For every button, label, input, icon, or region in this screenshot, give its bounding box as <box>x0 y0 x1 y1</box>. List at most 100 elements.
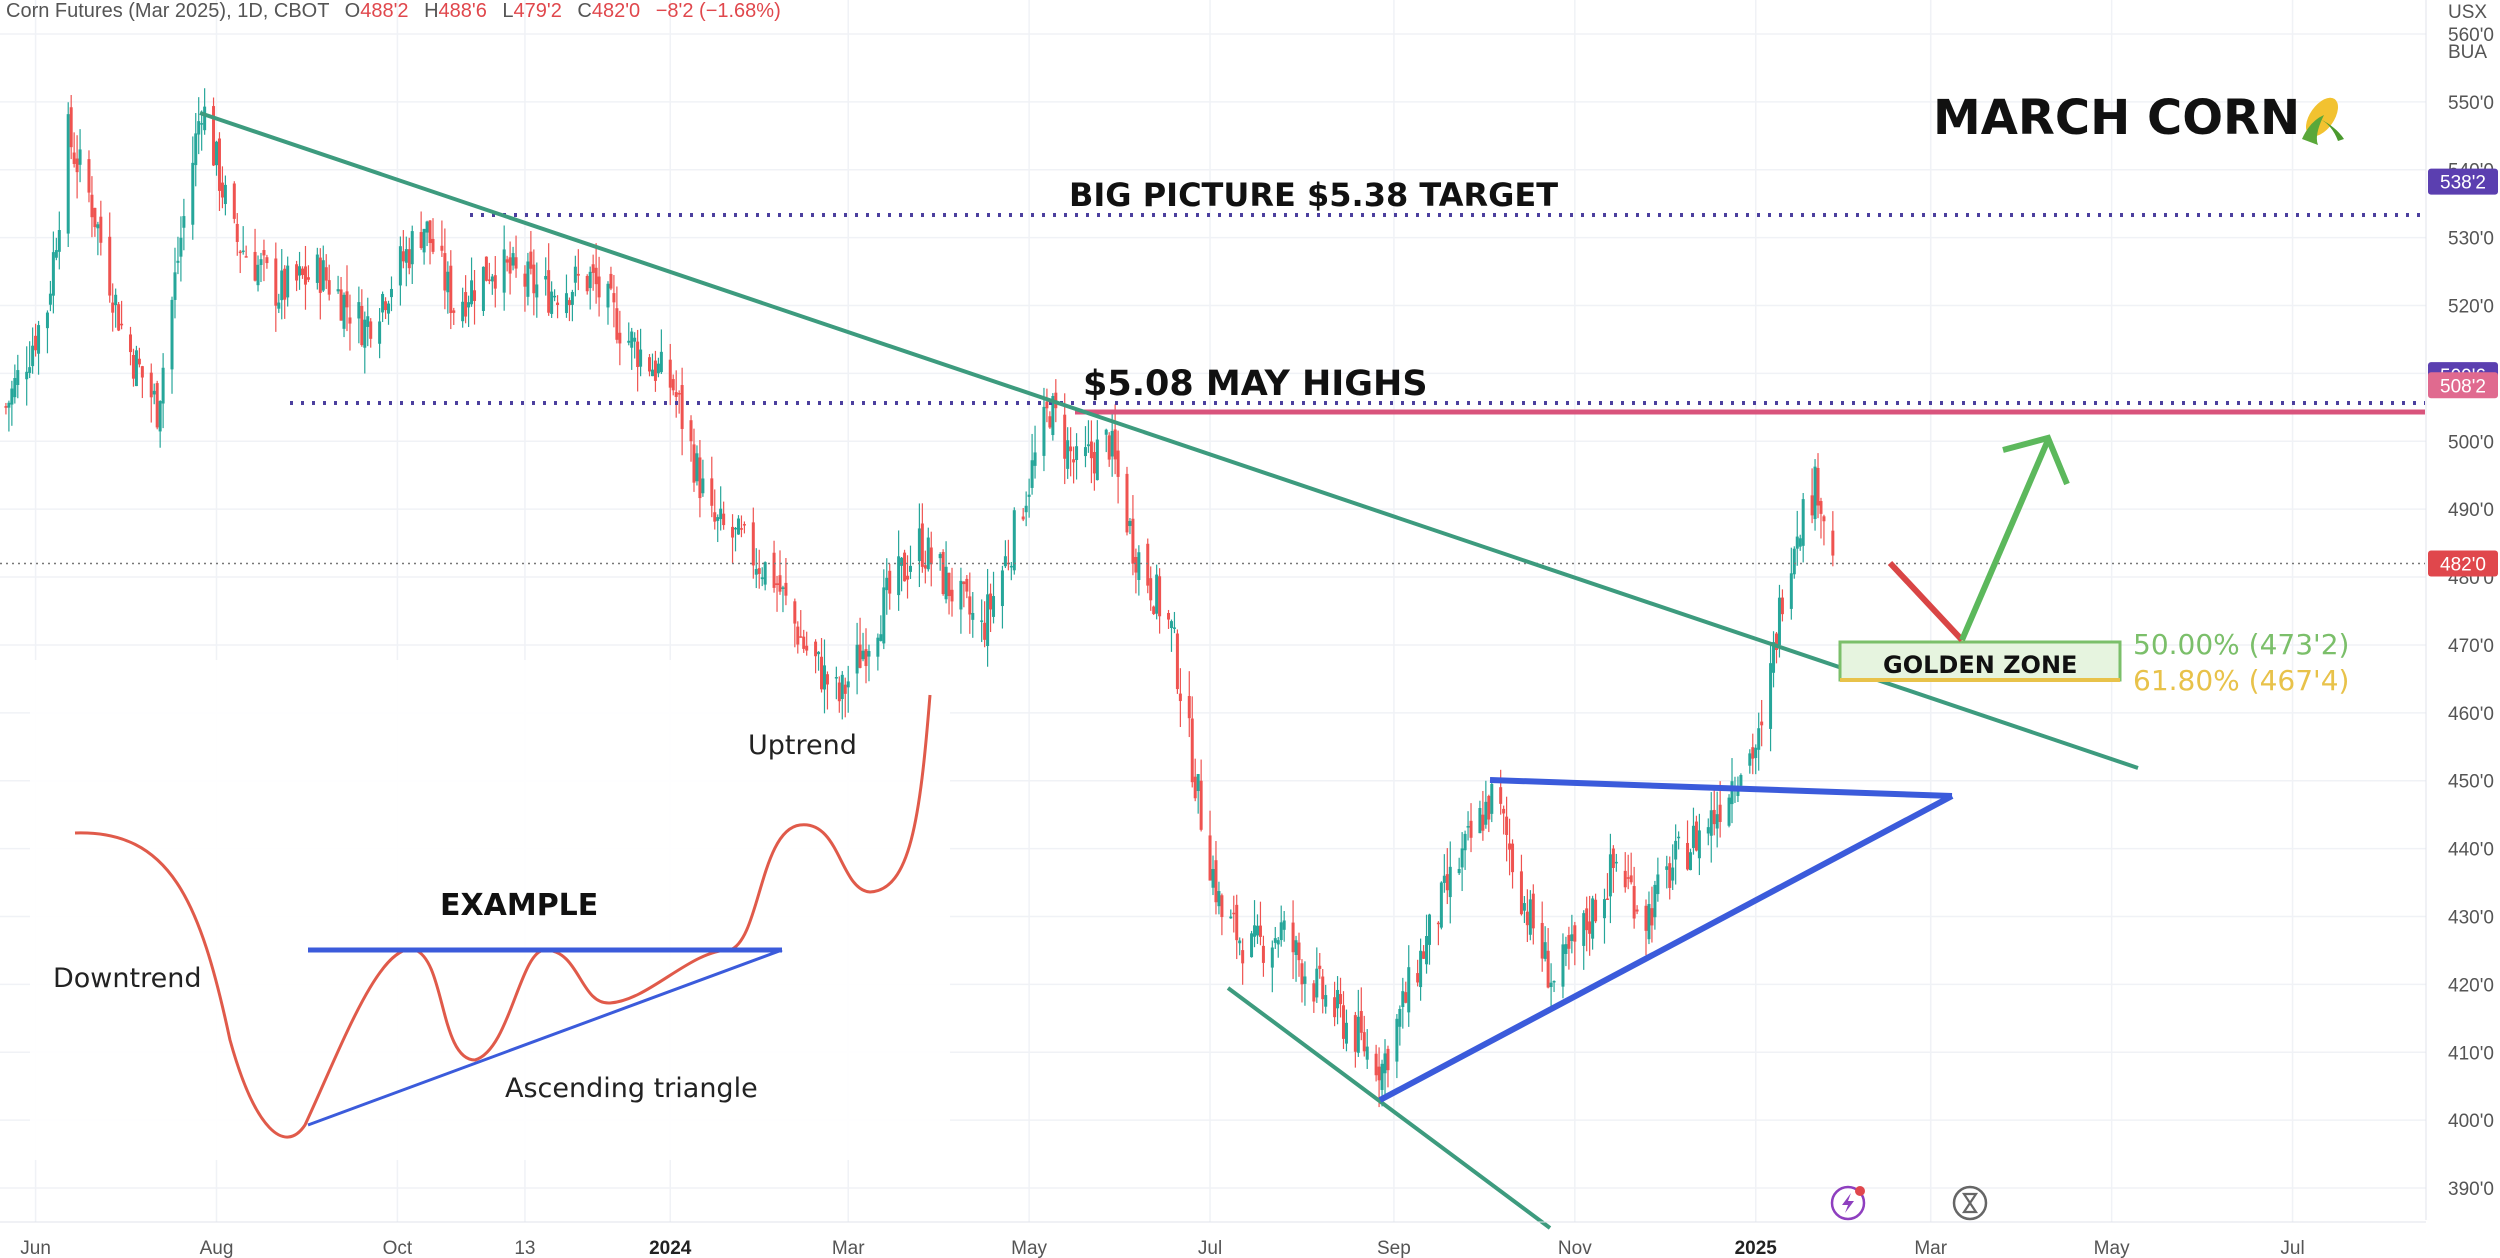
candle-body <box>980 620 984 622</box>
unit-label: BUA <box>2448 42 2487 63</box>
candle-body <box>1110 430 1114 457</box>
candle-body <box>825 674 829 685</box>
low-label: L <box>502 0 513 22</box>
candle-body <box>535 284 539 298</box>
candle-body <box>1407 967 1411 1013</box>
candle-body <box>968 596 972 615</box>
candle-body <box>1383 1053 1387 1074</box>
candle-body <box>1030 460 1034 488</box>
candle-body <box>366 316 370 327</box>
candle-body <box>1460 848 1464 868</box>
candle-body <box>656 363 660 374</box>
candle-body <box>793 601 797 624</box>
candle-body <box>855 644 859 674</box>
candle-body <box>1439 882 1443 928</box>
candle-body <box>108 236 112 296</box>
candle-body <box>1339 994 1343 1005</box>
candle-body <box>179 237 183 257</box>
candle-body <box>407 249 411 269</box>
hourglass-icon[interactable] <box>1952 1185 1988 1221</box>
candle-body <box>1614 861 1618 864</box>
candle-body <box>327 280 331 295</box>
candle-body <box>1629 875 1633 883</box>
x-tick-label: Oct <box>383 1238 413 1258</box>
candle-body <box>1128 520 1132 526</box>
candle-body <box>34 335 38 351</box>
candle-body <box>1549 982 1553 988</box>
candle-body <box>867 651 871 657</box>
candle-body <box>1792 548 1796 575</box>
candle-body <box>1063 414 1067 459</box>
x-tick-label: Jun <box>20 1238 51 1258</box>
candle-body <box>111 302 115 313</box>
candle-body <box>523 273 527 287</box>
candle-body <box>633 337 637 342</box>
candle-body <box>1668 863 1672 888</box>
candle-body <box>1608 854 1612 897</box>
candle-body <box>155 383 159 428</box>
candle-body <box>636 341 640 368</box>
down-arrow <box>1887 560 1965 643</box>
candle-body <box>78 149 82 165</box>
candle-body <box>1463 833 1467 851</box>
low-value: 479'2 <box>514 0 562 22</box>
candle-body <box>1519 871 1523 915</box>
candle-body <box>671 379 675 391</box>
candle-body <box>950 589 954 602</box>
price-tag <box>2428 168 2498 195</box>
downtrend-label: Downtrend <box>53 963 201 994</box>
may-highs-label: $5.08 MAY HIGHS <box>1083 364 1428 404</box>
candle-body <box>10 388 14 405</box>
candle-body <box>1484 801 1488 825</box>
candle-body <box>1149 578 1153 601</box>
candle-body <box>556 302 560 306</box>
candle-body <box>28 367 32 373</box>
candle-body <box>1208 835 1212 881</box>
candle-body <box>256 264 260 286</box>
candle-body <box>1069 446 1073 452</box>
candle-body <box>467 302 471 308</box>
y-tick-label: 560'0 <box>2448 25 2494 46</box>
candle-body <box>888 570 892 594</box>
candle-body <box>1798 538 1802 547</box>
candle-body <box>502 249 506 293</box>
candle-body <box>734 527 738 530</box>
candle-body <box>1795 536 1799 549</box>
candle-body <box>339 289 343 321</box>
candle-body <box>345 291 349 308</box>
candle-body <box>1419 950 1423 988</box>
candle-body <box>75 158 79 173</box>
candle-body <box>698 457 702 499</box>
candle-body <box>1564 944 1568 954</box>
candle-body <box>1021 516 1025 520</box>
candle-body <box>1107 435 1111 460</box>
time-axis[interactable]: Jun Aug Oct 13 2024 Mar May Jul Sep Nov 2025 Mar May… <box>20 1238 2304 1258</box>
candle-body <box>1253 925 1257 937</box>
lightning-icon[interactable] <box>1830 1185 1866 1221</box>
candle-body <box>1727 797 1731 826</box>
candle-body <box>1757 728 1761 750</box>
candle-body <box>197 121 201 135</box>
fib-50-label: 50.00% (473'2) <box>2133 628 2349 661</box>
candle-body <box>1012 510 1016 571</box>
candle-body <box>992 596 996 617</box>
candle-body <box>885 577 889 591</box>
candle-body <box>822 665 826 690</box>
candle-body <box>526 261 530 297</box>
candle-body <box>1585 908 1589 931</box>
candle-body <box>1303 976 1307 984</box>
candle-body <box>553 295 557 298</box>
candle-body <box>484 256 488 281</box>
candle-body <box>1250 933 1254 958</box>
candle-body <box>1190 718 1194 783</box>
candle-body <box>425 221 429 233</box>
candle-body <box>1709 810 1713 836</box>
candle-body <box>87 159 91 193</box>
candle-body <box>25 371 29 380</box>
candle-body <box>778 575 782 592</box>
candle-body <box>1774 633 1778 651</box>
candle-body <box>1282 920 1286 930</box>
y-tick-label: 530'0 <box>2448 229 2494 250</box>
candle-body <box>182 216 186 228</box>
